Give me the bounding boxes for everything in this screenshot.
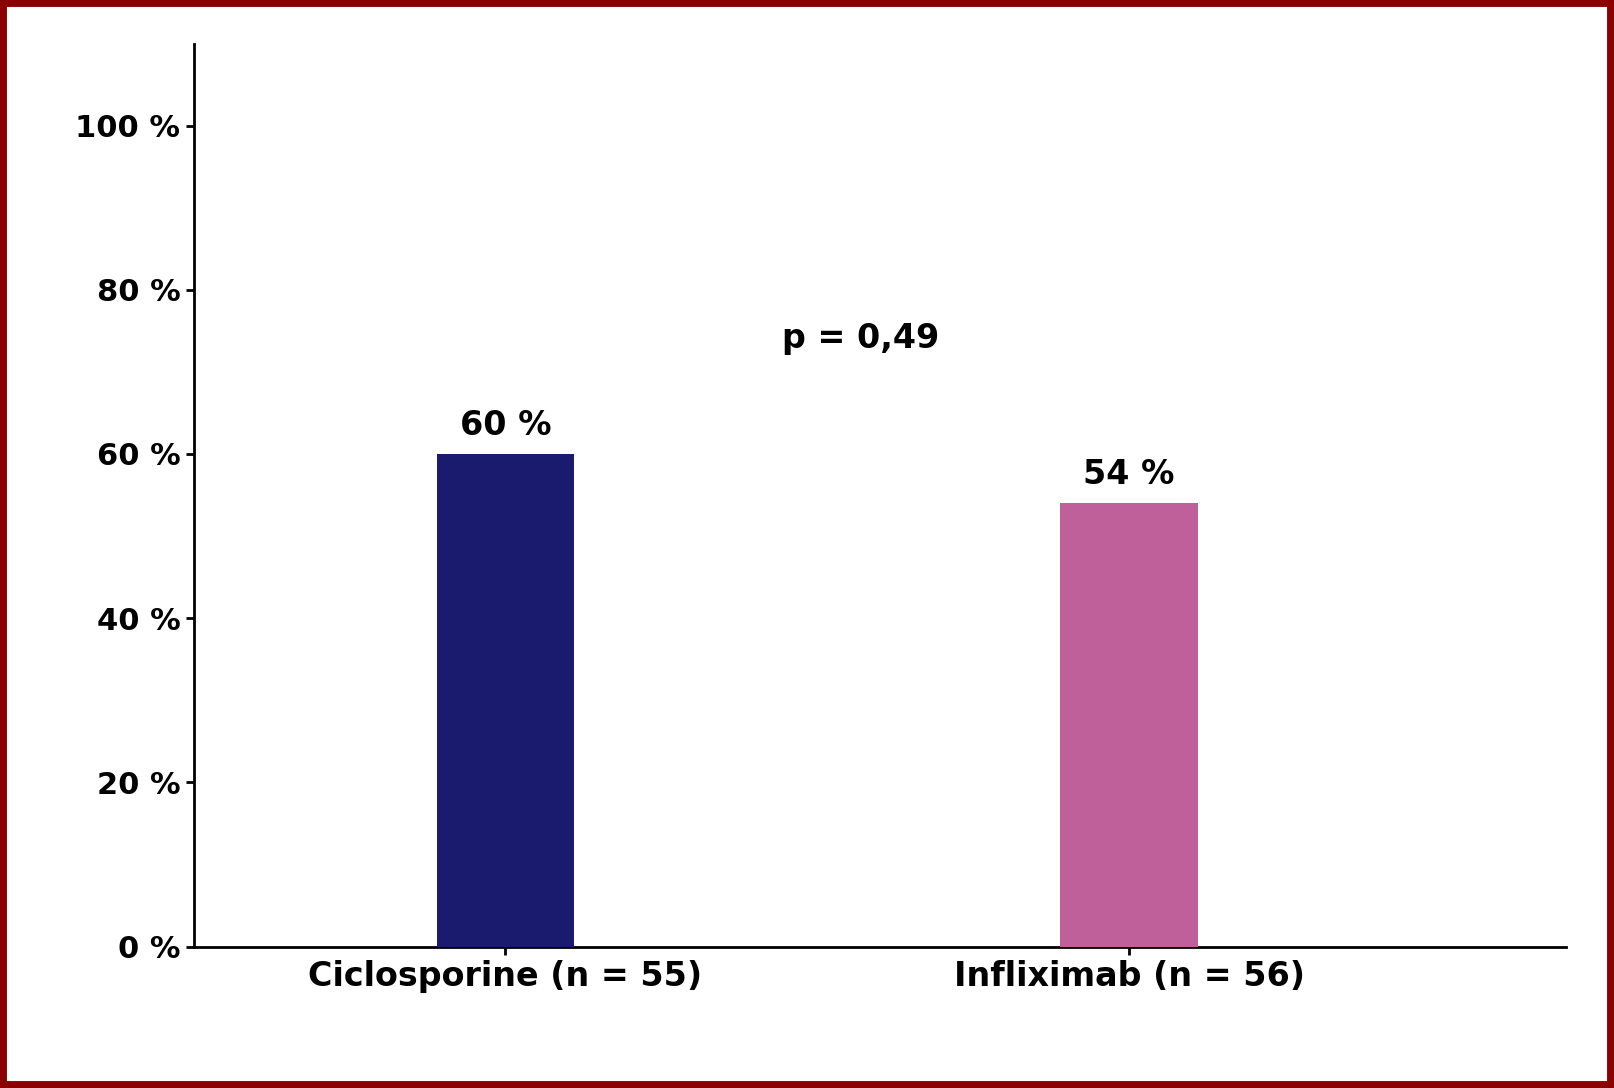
Text: 54 %: 54 % [1083, 458, 1175, 491]
Bar [1060, 504, 1198, 947]
Text: p = 0,49: p = 0,49 [783, 322, 939, 356]
Bar [437, 454, 575, 947]
Text: 60 %: 60 % [460, 409, 552, 442]
